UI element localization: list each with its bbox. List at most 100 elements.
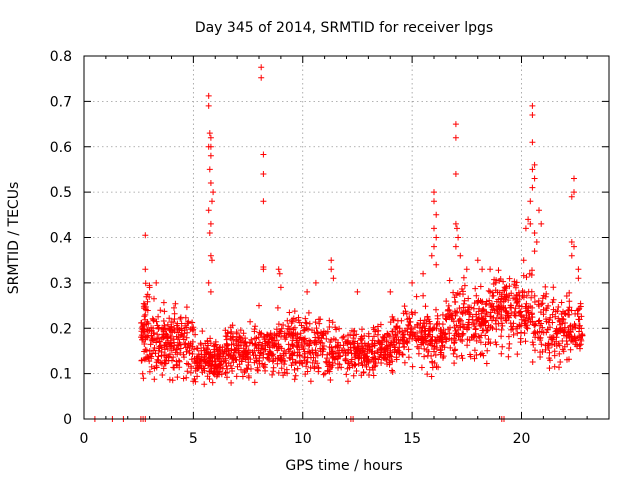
data-point bbox=[347, 331, 354, 338]
data-point bbox=[390, 316, 397, 323]
data-point bbox=[207, 288, 214, 295]
data-point bbox=[466, 311, 472, 318]
data-point bbox=[459, 338, 466, 344]
data-point bbox=[438, 328, 445, 335]
data-point bbox=[445, 302, 452, 309]
data-point bbox=[455, 234, 462, 241]
data-point bbox=[200, 365, 207, 372]
data-point bbox=[558, 299, 565, 306]
data-point bbox=[409, 311, 416, 318]
data-point bbox=[205, 102, 212, 109]
data-point bbox=[335, 364, 341, 371]
data-point bbox=[316, 338, 323, 345]
data-point bbox=[300, 327, 307, 334]
data-point bbox=[183, 360, 190, 367]
data-point bbox=[556, 317, 563, 324]
data-point bbox=[531, 175, 538, 182]
data-point bbox=[470, 320, 477, 326]
data-point bbox=[209, 257, 215, 264]
data-point bbox=[230, 359, 237, 366]
data-point bbox=[281, 361, 288, 368]
data-point bbox=[471, 300, 478, 307]
data-point bbox=[375, 327, 382, 334]
data-point bbox=[500, 298, 507, 305]
data-point bbox=[462, 307, 469, 314]
data-point bbox=[211, 342, 218, 349]
data-point bbox=[529, 166, 536, 173]
data-point bbox=[371, 333, 377, 340]
data-point bbox=[506, 275, 513, 282]
data-point bbox=[505, 333, 512, 340]
data-point bbox=[549, 311, 556, 318]
data-point bbox=[328, 364, 335, 371]
data-point bbox=[575, 275, 582, 282]
data-point bbox=[243, 343, 250, 350]
data-point bbox=[452, 243, 459, 250]
data-point bbox=[377, 346, 384, 353]
data-point bbox=[370, 372, 377, 379]
data-point bbox=[275, 330, 282, 337]
data-point bbox=[312, 347, 319, 354]
data-point bbox=[211, 343, 218, 350]
data-point bbox=[497, 315, 504, 322]
data-point bbox=[194, 373, 201, 380]
data-point bbox=[476, 320, 483, 327]
data-point bbox=[210, 189, 217, 196]
data-point bbox=[460, 330, 467, 337]
data-point bbox=[191, 376, 198, 382]
data-point bbox=[480, 306, 487, 313]
data-point bbox=[433, 261, 440, 268]
data-point bbox=[542, 346, 549, 353]
data-point bbox=[187, 369, 194, 376]
data-point bbox=[573, 343, 580, 350]
data-point bbox=[144, 334, 151, 341]
data-point bbox=[539, 324, 546, 331]
data-point bbox=[274, 347, 281, 354]
data-point bbox=[452, 121, 459, 128]
data-point bbox=[309, 327, 315, 334]
data-point bbox=[311, 339, 318, 346]
data-point bbox=[482, 341, 489, 348]
data-point bbox=[294, 352, 301, 359]
data-point bbox=[525, 316, 532, 323]
data-point bbox=[447, 324, 453, 331]
data-point bbox=[484, 327, 491, 334]
data-point bbox=[493, 298, 500, 305]
data-point bbox=[182, 322, 189, 329]
data-point bbox=[146, 368, 153, 375]
data-point bbox=[559, 338, 566, 344]
data-point bbox=[278, 365, 285, 372]
data-point bbox=[329, 348, 336, 354]
data-point bbox=[540, 306, 547, 313]
data-point bbox=[225, 360, 232, 367]
data-point bbox=[495, 304, 502, 310]
data-point bbox=[162, 360, 169, 367]
data-point bbox=[339, 334, 346, 341]
data-point bbox=[474, 257, 481, 264]
data-point bbox=[258, 342, 265, 349]
data-point bbox=[251, 326, 258, 333]
data-point bbox=[252, 323, 259, 330]
data-point bbox=[433, 211, 440, 218]
data-point bbox=[563, 293, 570, 299]
data-point bbox=[278, 333, 284, 340]
data-point bbox=[360, 369, 367, 376]
data-point bbox=[139, 323, 146, 330]
data-point bbox=[247, 339, 254, 346]
data-point bbox=[171, 328, 178, 334]
data-point bbox=[161, 342, 168, 348]
data-point bbox=[487, 340, 494, 347]
data-point bbox=[264, 342, 271, 348]
data-point bbox=[236, 361, 243, 368]
data-point bbox=[565, 333, 572, 340]
data-point bbox=[530, 330, 537, 337]
data-point bbox=[575, 266, 582, 273]
data-point bbox=[140, 375, 147, 382]
data-point bbox=[518, 316, 525, 323]
data-point bbox=[567, 346, 574, 353]
data-point bbox=[429, 364, 436, 371]
data-point bbox=[399, 334, 406, 340]
data-point bbox=[307, 378, 314, 385]
data-point bbox=[304, 288, 311, 295]
